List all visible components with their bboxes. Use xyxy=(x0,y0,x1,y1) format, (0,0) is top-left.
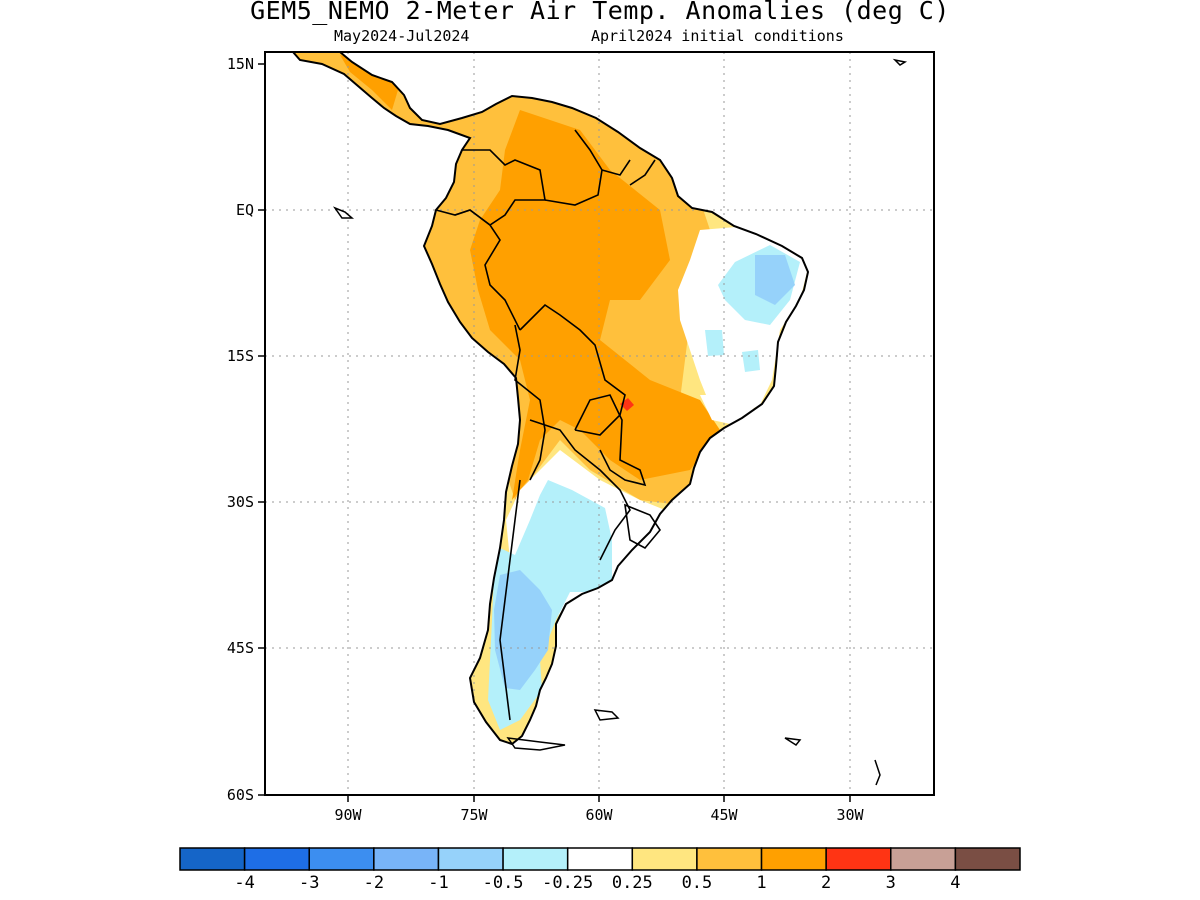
islands xyxy=(332,58,908,786)
colorbar-swatch xyxy=(890,847,957,871)
graticule xyxy=(265,52,934,795)
tick-marks xyxy=(258,63,851,802)
colorbar-swatch xyxy=(696,847,763,871)
colorbar-label: -0.25 xyxy=(542,873,593,893)
colorbar-label: -4 xyxy=(234,873,254,893)
longitude-labels: 90W 75W 60W 45W 30W xyxy=(334,806,864,824)
colorbar-swatch xyxy=(954,847,1021,871)
colorbar-label: -0.5 xyxy=(483,873,524,893)
lon-label: 75W xyxy=(460,806,488,824)
colorbar-label: 3 xyxy=(886,873,896,893)
lat-label: 45S xyxy=(227,639,254,657)
colorbar-label: -1 xyxy=(428,873,448,893)
colorbar-swatch xyxy=(437,847,504,871)
colorbar-swatch xyxy=(308,847,375,871)
colorbar-label: 0.5 xyxy=(682,873,713,893)
lat-label: 15N xyxy=(227,55,254,73)
lat-label: 30S xyxy=(227,493,254,511)
lat-label: 15S xyxy=(227,347,254,365)
latitude-labels: 15N EQ 15S 30S 45S 60S xyxy=(227,55,254,804)
lat-label: EQ xyxy=(236,201,254,219)
colorbar-swatch xyxy=(631,847,698,871)
colorbar-label: 1 xyxy=(756,873,766,893)
country-borders xyxy=(435,129,661,721)
coastline xyxy=(290,51,810,746)
colorbar-swatch xyxy=(179,847,246,871)
colorbar-label: -3 xyxy=(299,873,319,893)
lon-label: 45W xyxy=(710,806,738,824)
color-legend: -4 -3 -2 -1 -0.5 -0.25 0.25 0.5 1 2 3 4 xyxy=(179,847,1021,893)
lon-label: 90W xyxy=(334,806,362,824)
colorbar-label: -2 xyxy=(364,873,384,893)
colorbar-label: 4 xyxy=(950,873,960,893)
colorbar-swatch xyxy=(566,847,634,871)
map-title: GEM5_NEMO 2-Meter Air Temp. Anomalies (d… xyxy=(250,0,950,25)
colorbar-swatch xyxy=(373,847,440,871)
colorbar-label: 2 xyxy=(821,873,831,893)
initial-conditions: April2024 initial conditions xyxy=(591,27,844,45)
colorbar-swatch xyxy=(825,847,892,871)
lon-label: 60W xyxy=(585,806,613,824)
forecast-period: May2024-Jul2024 xyxy=(334,27,470,45)
colorbar-swatch xyxy=(243,847,310,871)
lat-label: 60S xyxy=(227,786,254,804)
colorbar-label: 0.25 xyxy=(612,873,653,893)
lon-label: 30W xyxy=(836,806,864,824)
colorbar-swatch xyxy=(502,847,569,871)
colorbar-swatch xyxy=(760,847,827,871)
